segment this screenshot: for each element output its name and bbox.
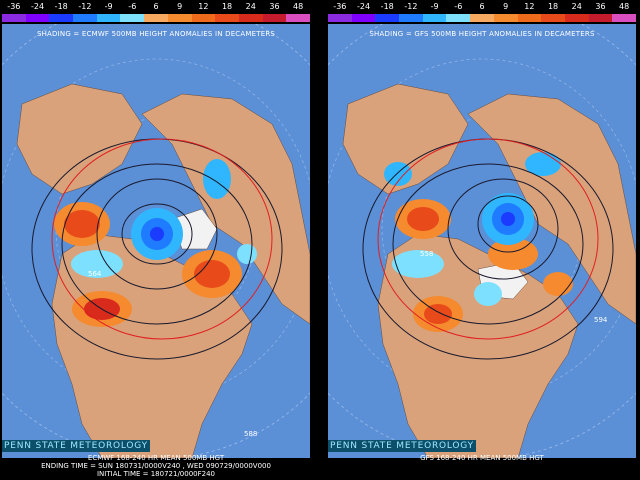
right-colorbar: -36 -24 -18 -12 -9 -6 6 9 12 18 24 36 48	[328, 2, 636, 24]
colorbar-label: 12	[524, 2, 535, 11]
colorbar-swatch	[588, 14, 613, 22]
colorbar-labels: -36 -24 -18 -12 -9 -6 6 9 12 18 24 36 48	[2, 2, 310, 12]
colorbar-swatch	[446, 14, 471, 22]
right-panel: -36 -24 -18 -12 -9 -6 6 9 12 18 24 36 48	[326, 0, 638, 480]
right-map: 558 594 SHADING = GFS 500MB HEIGHT ANOMA…	[328, 24, 636, 458]
colorbar-swatch	[238, 14, 263, 22]
colorbar-swatch	[493, 14, 518, 22]
colorbar-swatch	[96, 14, 121, 22]
colorbar-swatch	[564, 14, 589, 22]
footer: ECMWF 168-240 HR MEAN 500MB HGT ENDING T…	[0, 454, 312, 478]
right-map-svg: 558 594	[328, 24, 636, 458]
colorbar-swatch	[328, 14, 352, 22]
colorbar-label: 36	[595, 2, 606, 11]
colorbar-swatch	[120, 14, 145, 22]
colorbar-label: 18	[221, 2, 233, 11]
colorbar-label: 9	[503, 2, 509, 11]
colorbar-swatch	[73, 14, 97, 22]
colorbar-swatch	[49, 14, 74, 22]
left-map-svg: 564 588	[2, 24, 310, 458]
colorbar-label: -36	[333, 2, 347, 11]
brand-label: PENN STATE METEOROLOGY	[328, 440, 476, 452]
colorbar-label: 48	[619, 2, 630, 11]
colorbar-swatches	[328, 14, 636, 22]
map-title: SHADING = GFS 500MB HEIGHT ANOMALIES IN …	[369, 30, 595, 38]
footer: GFS 168-240 HR MEAN 500MB HGT	[326, 454, 638, 462]
divider	[313, 0, 325, 480]
colorbar-label: 24	[245, 2, 256, 11]
contour-label: 594	[594, 316, 608, 324]
map-title: SHADING = ECMWF 500MB HEIGHT ANOMALIES I…	[36, 30, 276, 38]
footer-line: ENDING TIME = SUN 180731/0000V240 , WED …	[41, 462, 271, 470]
colorbar-label: 18	[547, 2, 559, 11]
colorbar-swatch	[399, 14, 423, 22]
left-panel: -36 -24 -18 -12 -9 -6 6 9 12 18 24 36 48	[0, 0, 312, 480]
colorbar-label: -12	[78, 2, 92, 11]
left-map: 564 588 SHADING = ECMWF 500MB HEIGHT ANO…	[2, 24, 310, 458]
colorbar-swatches	[2, 14, 310, 22]
contour-label: 564	[88, 270, 102, 278]
colorbar-label: 48	[293, 2, 304, 11]
colorbar-label: 36	[269, 2, 280, 11]
colorbar-label: 9	[177, 2, 183, 11]
colorbar-swatch	[375, 14, 400, 22]
footer-line: ECMWF 168-240 HR MEAN 500MB HGT	[87, 454, 225, 462]
colorbar-label: -9	[104, 2, 113, 11]
colorbar-label: 12	[198, 2, 209, 11]
footer-line: GFS 168-240 HR MEAN 500MB HGT	[420, 454, 544, 462]
colorbar-label: -18	[380, 2, 394, 11]
colorbar-labels: -36 -24 -18 -12 -9 -6 6 9 12 18 24 36 48	[328, 2, 636, 12]
colorbar-swatch	[167, 14, 192, 22]
footer-line: INITIAL TIME = 180721/0000F240	[96, 470, 216, 478]
colorbar-swatch	[541, 14, 565, 22]
colorbar-swatch	[25, 14, 50, 22]
colorbar-swatch	[612, 14, 636, 22]
colorbar-swatch	[262, 14, 287, 22]
colorbar-label: -24	[30, 2, 45, 11]
colorbar-label: -18	[54, 2, 68, 11]
colorbar-swatch	[286, 14, 310, 22]
colorbar-label: -24	[356, 2, 371, 11]
colorbar-swatch	[191, 14, 216, 22]
colorbar-swatch	[2, 14, 26, 22]
colorbar-label: -36	[7, 2, 21, 11]
colorbar-label: -6	[128, 2, 137, 11]
colorbar-swatch	[351, 14, 376, 22]
colorbar-swatch	[470, 14, 494, 22]
colorbar-label: -9	[430, 2, 439, 11]
colorbar-label: 24	[571, 2, 582, 11]
colorbar-label: -6	[454, 2, 463, 11]
contour-label: 558	[420, 250, 433, 258]
colorbar-swatch	[517, 14, 542, 22]
brand-label: PENN STATE METEOROLOGY	[2, 440, 150, 452]
colorbar-label: -12	[404, 2, 418, 11]
colorbar-swatch	[144, 14, 168, 22]
colorbar-swatch	[422, 14, 447, 22]
contour-label: 588	[244, 430, 257, 438]
colorbar-label: 6	[153, 2, 159, 11]
colorbar-swatch	[215, 14, 239, 22]
colorbar-label: 6	[479, 2, 485, 11]
left-colorbar: -36 -24 -18 -12 -9 -6 6 9 12 18 24 36 48	[2, 2, 310, 24]
